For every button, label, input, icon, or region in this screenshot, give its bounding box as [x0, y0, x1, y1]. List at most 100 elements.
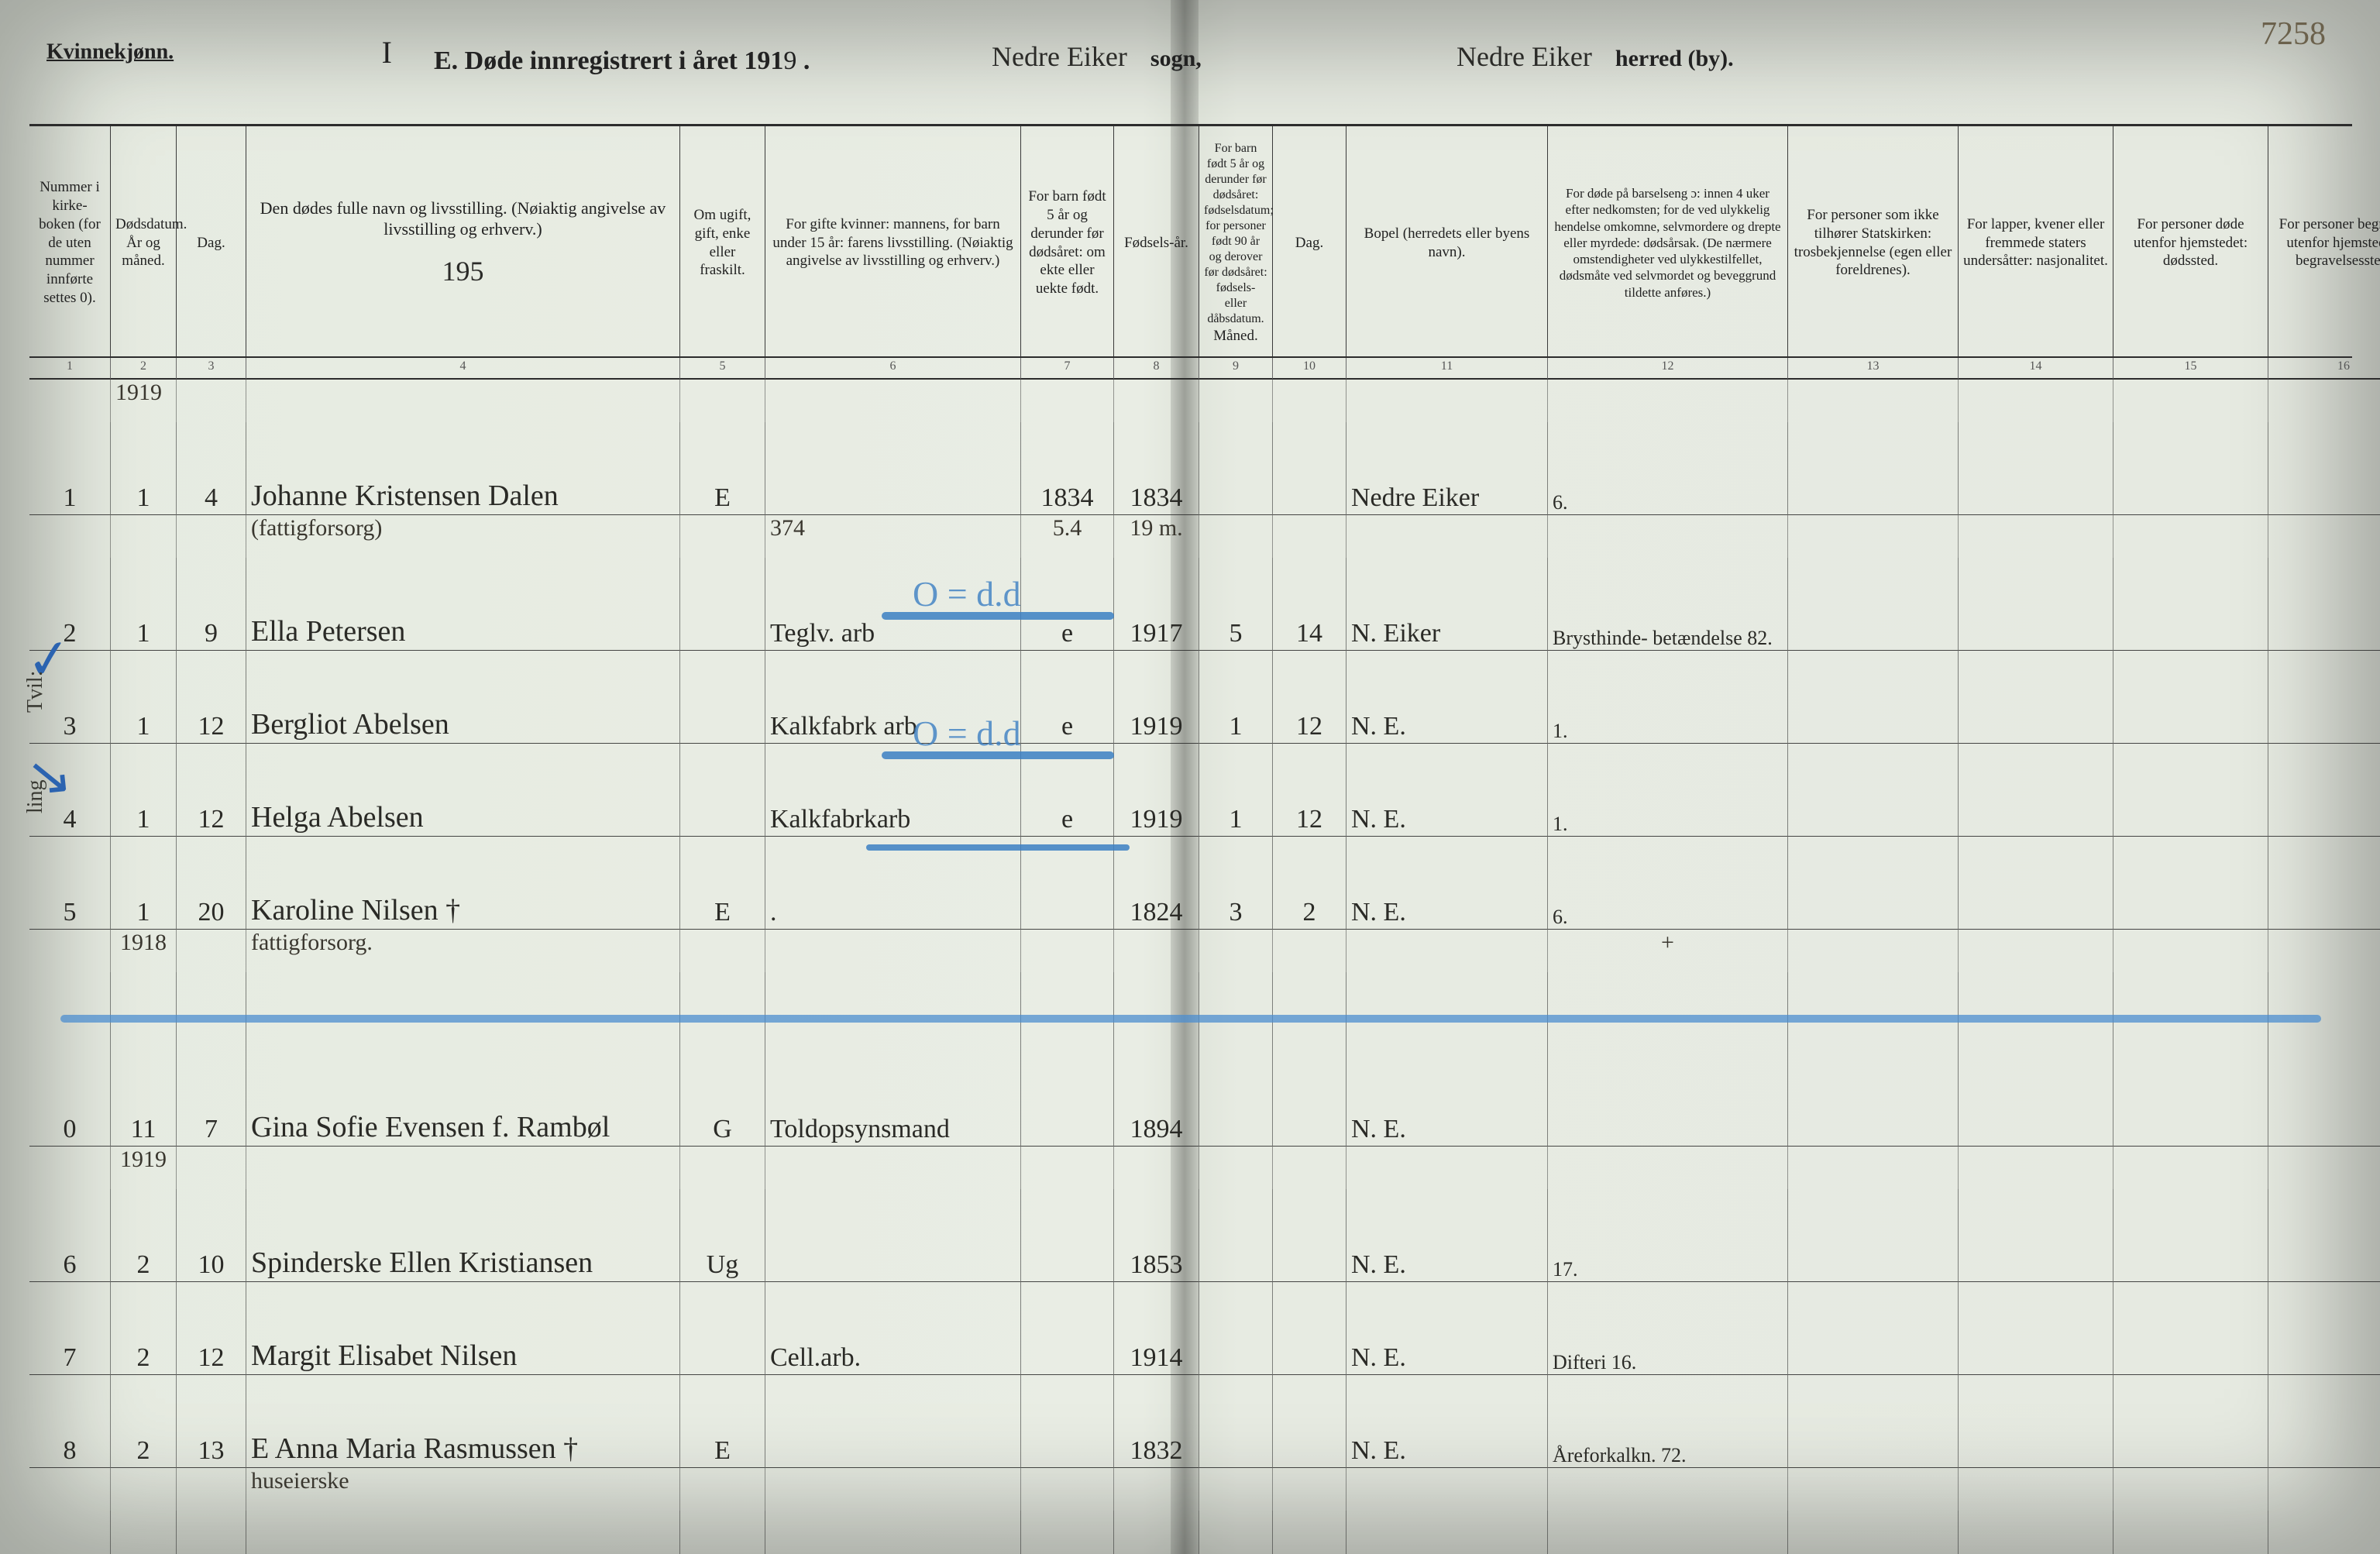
cell	[2113, 1375, 2268, 1468]
cell	[2113, 558, 2268, 651]
colnum: 11	[1346, 358, 1548, 380]
sub-cell	[1788, 515, 1959, 558]
sub-cell: 1919	[111, 1147, 177, 1189]
colhead-4-extra: 195	[251, 254, 675, 289]
cell: 1853	[1114, 1189, 1199, 1282]
cell: 6	[29, 1189, 111, 1282]
margin-note-ling: ling	[23, 779, 48, 813]
cell: N. E.	[1346, 837, 1548, 930]
colhead-3: Dag.	[177, 126, 246, 356]
table-row: 219Ella PetersenTeglv. arbe1917514N. Eik…	[29, 558, 2352, 651]
cell: 12	[177, 651, 246, 744]
cell: e	[1021, 651, 1114, 744]
sub-cell	[680, 1147, 765, 1189]
sub-cell	[2268, 1147, 2380, 1189]
cell	[1959, 837, 2113, 930]
sub-cell: 5.4	[1021, 515, 1114, 558]
cell: Brysthinde- betændelse 82.	[1548, 558, 1788, 651]
cell	[1021, 1511, 1114, 1554]
sub-cell	[765, 930, 1021, 972]
sub-cell	[2268, 515, 2380, 558]
cell: 7	[29, 1282, 111, 1375]
colnum: 16	[2268, 358, 2380, 380]
cell: 1834	[1021, 422, 1114, 515]
colhead-6: For gifte kvinner: mannens, for barn und…	[765, 126, 1021, 356]
sub-cell	[2113, 515, 2268, 558]
cell	[1273, 1189, 1346, 1282]
cell: Nedre Eiker	[1346, 422, 1548, 515]
sub-cell	[1021, 1468, 1114, 1511]
cell	[2113, 1282, 2268, 1375]
cell	[1273, 1511, 1346, 1554]
colnum: 4	[246, 358, 680, 380]
sub-cell	[177, 1147, 246, 1189]
cell: E	[680, 837, 765, 930]
cell: 1824	[1114, 837, 1199, 930]
cell: Difteri 16.	[1548, 1282, 1788, 1375]
cell: 12	[1273, 651, 1346, 744]
colnum: 5	[680, 358, 765, 380]
cell: Johanne Kristensen Dalen	[246, 422, 680, 515]
sub-cell	[2113, 1468, 2268, 1511]
sub-cell	[680, 1468, 765, 1511]
colhead-7: For barn født 5 år og derunder før dødså…	[1021, 126, 1114, 356]
cell: Gina Sofie Evensen f. Rambøl	[246, 972, 680, 1147]
colnum: 3	[177, 358, 246, 380]
sub-cell	[1273, 1147, 1346, 1189]
cell: Spinderske Ellen Kristiansen	[246, 1189, 680, 1282]
colnum: 6	[765, 358, 1021, 380]
cell: Bergliot Abelsen	[246, 651, 680, 744]
cell	[1199, 1375, 1273, 1468]
cell: Toldopsynsmand	[765, 972, 1021, 1147]
cell	[1021, 837, 1114, 930]
cell	[2113, 1511, 2268, 1554]
header-sogn: Nedre Eiker sogn,	[992, 40, 1202, 73]
sub-cell	[1346, 930, 1548, 972]
herred-value: Nedre Eiker	[1457, 40, 1592, 73]
cell: 2	[1273, 837, 1346, 930]
cell: N. E.	[1346, 1375, 1548, 1468]
sub-cell	[1548, 515, 1788, 558]
cell: 3	[1199, 837, 1273, 930]
colnum: 8	[1114, 358, 1199, 380]
column-numbers: 1 2 3 4 5 6 7 8 9 10 11 12 13 14 15 16 1…	[29, 358, 2352, 380]
colnum: 7	[1021, 358, 1114, 380]
cell: 5	[29, 837, 111, 930]
header-year-suffix: 9	[783, 46, 796, 75]
cell	[1273, 1282, 1346, 1375]
cell: 9	[29, 1511, 111, 1554]
cell: 2	[29, 558, 111, 651]
cell: Karoline Nilsen †	[246, 837, 680, 930]
cell: 12	[1273, 744, 1346, 837]
cell: 1919	[1114, 744, 1199, 837]
cell	[1199, 1189, 1273, 1282]
cell: 1	[111, 837, 177, 930]
colhead-1: Nummer i kirke- boken (for de uten numme…	[29, 126, 111, 356]
cell	[1959, 651, 2113, 744]
cell	[2268, 1511, 2380, 1554]
sub-cell	[177, 930, 246, 972]
sub-cell	[1199, 1147, 1273, 1189]
sub-cell	[1346, 1468, 1548, 1511]
cell: 16.	[1548, 1511, 1788, 1554]
cell: N. E.	[1346, 1511, 1548, 1554]
cell	[1788, 1511, 1959, 1554]
cell: 14	[1273, 558, 1346, 651]
cell: Ug	[680, 1189, 765, 1282]
cell: N. E.	[1346, 651, 1548, 744]
sub-cell	[2268, 930, 2380, 972]
cell	[2113, 651, 2268, 744]
cell: 2	[111, 1189, 177, 1282]
header-title-prefix: E. Døde innregistrert i året 191	[434, 46, 783, 75]
cell: Kalkfabrk arb	[765, 651, 1021, 744]
sogn-value: Nedre Eiker	[992, 40, 1127, 73]
colnum: 2	[111, 358, 177, 380]
colnum: 9	[1199, 358, 1273, 380]
cell: 1	[111, 651, 177, 744]
sub-cell	[680, 515, 765, 558]
cell	[2113, 837, 2268, 930]
cell: 1917	[1114, 558, 1199, 651]
cell: 1834	[1114, 422, 1199, 515]
colhead-4: Den dødes fulle navn og livsstilling. (N…	[246, 126, 680, 356]
cell: 1.	[1548, 744, 1788, 837]
